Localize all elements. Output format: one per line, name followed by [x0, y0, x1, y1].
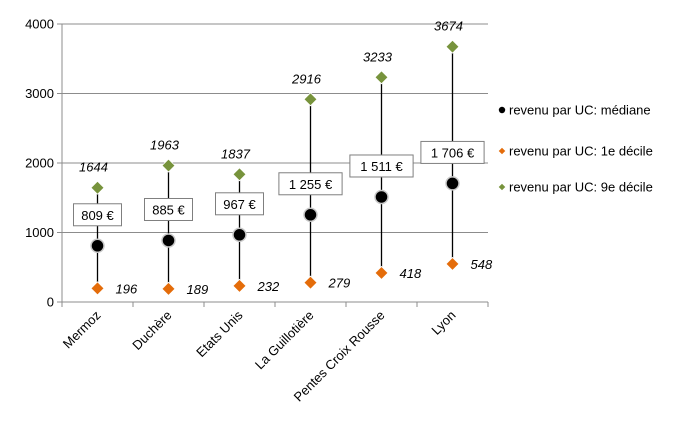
- y-tick-label: 0: [47, 295, 54, 310]
- legend: revenu par UC: médiane revenu par UC: 1e …: [497, 103, 653, 195]
- decile9-value-label: 1644: [79, 160, 108, 175]
- legend-label: revenu par UC: médiane: [509, 103, 651, 118]
- decile9-value-label: 1837: [221, 146, 251, 161]
- category-label: Mermoz: [60, 308, 104, 352]
- median-point: [445, 176, 460, 191]
- decile9-point: [374, 70, 389, 85]
- median-point: [161, 233, 176, 248]
- category-label: Duchère: [129, 308, 174, 353]
- median-value-label: 1 255 €: [289, 177, 333, 192]
- decile9-point: [161, 158, 176, 173]
- decile9-point: [232, 167, 247, 182]
- decile1-value-label: 196: [116, 281, 138, 296]
- decile1-value-label: 418: [400, 266, 422, 281]
- decile1-point: [90, 281, 105, 296]
- decile9-point: [303, 92, 318, 107]
- median-label-box: [278, 172, 343, 196]
- category-label: Etats Unis: [193, 307, 246, 360]
- median-label-box: [215, 192, 264, 216]
- decile9-point: [90, 180, 105, 195]
- decile9-value-label: 3233: [363, 49, 393, 64]
- decile1-value-label: 232: [257, 279, 280, 294]
- decile1-value-label: 279: [328, 276, 351, 291]
- x-axis-labels: Mermoz Duchère Etats Unis La GuillotièrePen…: [60, 307, 459, 404]
- median-value-label: 967 €: [223, 197, 256, 212]
- decile1-point: [445, 256, 460, 271]
- grid: [57, 23, 489, 307]
- median-label-box: [349, 154, 414, 178]
- median-label-box: [73, 203, 122, 227]
- legend-label: revenu par UC: 9e décile: [509, 180, 653, 195]
- decile9-value-label: 2916: [291, 71, 322, 86]
- median-point: [374, 189, 389, 205]
- decile1-value-label: 548: [471, 257, 493, 272]
- legend-marker: [497, 182, 507, 192]
- median-label-box: [420, 140, 485, 164]
- median-value-label: 1 511 €: [360, 159, 403, 174]
- y-tick-label: 1000: [25, 225, 54, 240]
- legend-label: revenu par UC: 1e décile: [509, 144, 653, 159]
- y-tick-label: 3000: [25, 86, 54, 101]
- category-label: Lyon: [428, 308, 458, 338]
- legend-marker: [498, 106, 506, 114]
- decile9-value-label: 1963: [150, 138, 180, 153]
- y-tick-label: 4000: [25, 17, 54, 32]
- median-value-label: 1 706 €: [431, 145, 475, 160]
- y-tick-label: 2000: [25, 156, 54, 171]
- decile1-point: [161, 281, 176, 296]
- decile9-point: [445, 39, 460, 54]
- median-point: [303, 207, 318, 223]
- median-point: [90, 238, 105, 254]
- decile1-value-label: 189: [187, 282, 209, 297]
- legend-marker: [497, 146, 507, 156]
- decile9-value-label: 3674: [434, 19, 463, 34]
- median-point: [232, 227, 247, 243]
- median-value-label: 885 €: [152, 202, 185, 217]
- median-value-label: 809 €: [81, 208, 114, 223]
- median-label-box: [144, 197, 193, 221]
- decile1-point: [232, 278, 247, 293]
- data-labels: 1644 196 809 € 1963 189 885 € 1837 232 967 € 2916…: [73, 19, 493, 297]
- decile1-point: [374, 265, 389, 281]
- category-label: La Guillotière: [252, 308, 317, 373]
- y-axis-ticks: 0 1000 2000 3000 4000: [25, 17, 54, 310]
- decile1-point: [303, 275, 318, 290]
- data-marks: [90, 39, 460, 296]
